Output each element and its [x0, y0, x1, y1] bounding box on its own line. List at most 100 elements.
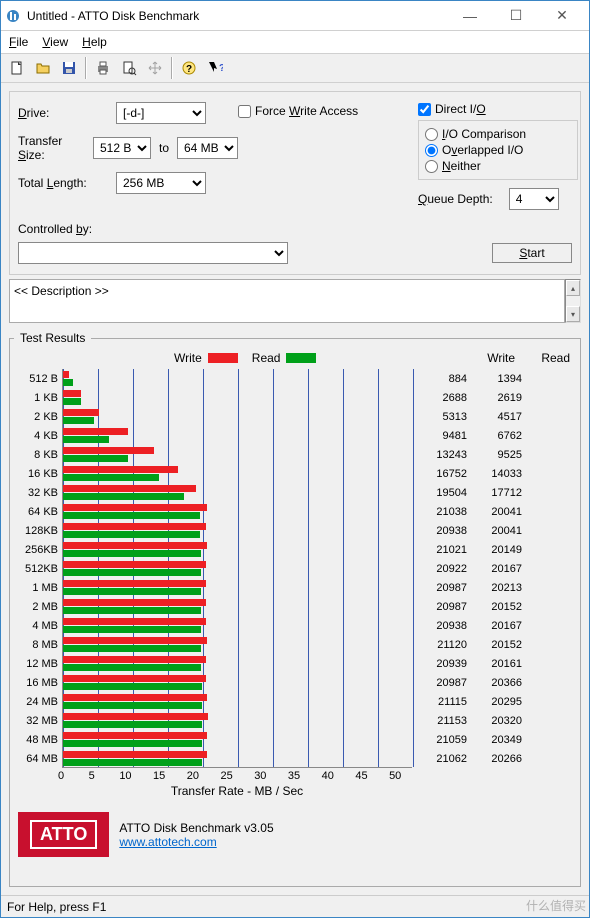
read-bar	[63, 379, 73, 386]
total-length-select[interactable]: 256 MB	[116, 172, 206, 194]
read-bar	[63, 550, 201, 557]
neither-radio[interactable]	[425, 160, 438, 173]
x-tick-label: 45	[345, 770, 379, 782]
to-label: to	[159, 141, 169, 155]
value-row: 2112020152	[422, 635, 522, 654]
save-button[interactable]	[57, 56, 81, 80]
write-bar	[63, 428, 128, 435]
open-button[interactable]	[31, 56, 55, 80]
read-bar	[63, 436, 109, 443]
chart-plot-area	[62, 369, 412, 768]
read-bar	[63, 493, 184, 500]
bar-row	[63, 559, 412, 578]
preview-button[interactable]	[117, 56, 141, 80]
write-value: 2688	[422, 392, 467, 404]
bar-row	[63, 730, 412, 749]
minimize-button[interactable]: —	[447, 5, 493, 27]
menu-file[interactable]: File	[9, 35, 28, 49]
values-table: 8841394268826195313451794816762132439525…	[422, 369, 522, 768]
read-value: 4517	[477, 411, 522, 423]
read-value: 17712	[477, 487, 522, 499]
bar-row	[63, 749, 412, 768]
new-button[interactable]	[5, 56, 29, 80]
bar-row	[63, 521, 412, 540]
content-area: Drive: [-d-] Transfer Size: 512 B to 64 …	[1, 83, 589, 895]
read-bar	[63, 721, 202, 728]
controlled-by-select[interactable]	[18, 242, 288, 264]
atto-logo: ATTO	[18, 812, 109, 857]
write-bar	[63, 656, 206, 663]
write-value: 20987	[422, 601, 467, 613]
write-bar	[63, 637, 207, 644]
print-button[interactable]	[91, 56, 115, 80]
queue-depth-select[interactable]: 4	[509, 188, 559, 210]
write-bar	[63, 390, 81, 397]
transfer-from-select[interactable]: 512 B	[93, 137, 151, 159]
scroll-down-icon[interactable]: ▾	[566, 306, 580, 322]
write-value: 21062	[422, 753, 467, 765]
io-comparison-label: I/O Comparison	[442, 127, 526, 141]
maximize-button[interactable]: ☐	[493, 5, 539, 27]
read-value: 20041	[477, 525, 522, 537]
x-tick-label: 50	[378, 770, 412, 782]
toolbar-separator	[85, 57, 87, 79]
x-tick-label: 15	[142, 770, 176, 782]
bar-row	[63, 654, 412, 673]
bar-row	[63, 673, 412, 692]
read-value: 6762	[477, 430, 522, 442]
description-box[interactable]: << Description >>	[9, 279, 565, 323]
menu-help[interactable]: Help	[82, 35, 107, 49]
read-value: 2619	[477, 392, 522, 404]
read-value: 20152	[477, 601, 522, 613]
direct-io-checkbox[interactable]	[418, 103, 431, 116]
read-value: 20366	[477, 677, 522, 689]
write-bar	[63, 371, 69, 378]
y-axis-labels: 512 B1 KB2 KB4 KB8 KB16 KB32 KB64 KB128K…	[14, 369, 62, 768]
menu-view[interactable]: View	[42, 35, 68, 49]
read-bar	[63, 417, 94, 424]
context-help-button[interactable]: ?	[203, 56, 227, 80]
queue-depth-label: Queue Depth:	[418, 192, 493, 206]
write-bar	[63, 751, 207, 758]
y-tick-label: 1 KB	[34, 388, 58, 407]
move-button[interactable]	[143, 56, 167, 80]
y-tick-label: 32 KB	[28, 483, 58, 502]
help-button[interactable]: ?	[177, 56, 201, 80]
y-tick-label: 16 MB	[26, 673, 58, 692]
transfer-to-select[interactable]: 64 MB	[177, 137, 238, 159]
x-tick-label: 35	[277, 770, 311, 782]
write-bar	[63, 504, 207, 511]
write-value: 21021	[422, 544, 467, 556]
value-row: 2102120149	[422, 540, 522, 559]
read-bar	[63, 512, 200, 519]
io-comparison-radio[interactable]	[425, 128, 438, 141]
bar-row	[63, 502, 412, 521]
value-row: 2111520295	[422, 692, 522, 711]
scroll-up-icon[interactable]: ▴	[566, 280, 580, 296]
read-bar	[63, 531, 200, 538]
read-bar	[63, 569, 201, 576]
write-value: 20922	[422, 563, 467, 575]
write-value: 9481	[422, 430, 467, 442]
overlapped-io-radio[interactable]	[425, 144, 438, 157]
legend-write-label: Write	[174, 351, 202, 365]
titlebar: Untitled - ATTO Disk Benchmark — ☐ ✕	[1, 1, 589, 31]
start-button[interactable]: Start	[492, 243, 572, 263]
force-write-checkbox[interactable]	[238, 105, 251, 118]
read-bar	[63, 664, 201, 671]
y-tick-label: 12 MB	[26, 654, 58, 673]
close-button[interactable]: ✕	[539, 5, 585, 27]
bar-row	[63, 426, 412, 445]
window-title: Untitled - ATTO Disk Benchmark	[27, 9, 447, 23]
product-url[interactable]: www.attotech.com	[119, 835, 216, 849]
y-tick-label: 4 MB	[32, 616, 58, 635]
overlapped-io-label: Overlapped I/O	[442, 143, 523, 157]
y-tick-label: 512KB	[25, 559, 58, 578]
bar-row	[63, 445, 412, 464]
x-axis-label: Transfer Rate - MB / Sec	[62, 784, 412, 798]
description-scrollbar[interactable]: ▴ ▾	[565, 279, 581, 323]
read-value: 9525	[477, 449, 522, 461]
transfer-size-label: Transfer Size:	[18, 134, 85, 162]
read-value: 20295	[477, 696, 522, 708]
drive-select[interactable]: [-d-]	[116, 102, 206, 124]
